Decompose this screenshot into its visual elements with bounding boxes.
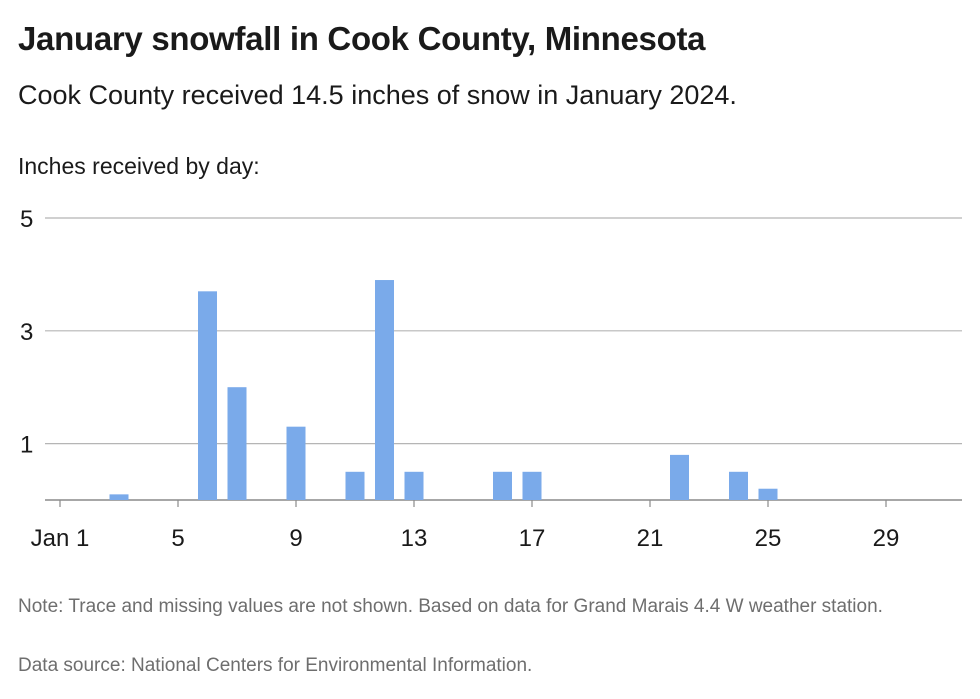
bar-day-13 [404,471,424,500]
bar-day-25 [758,488,778,500]
x-tick-label-21: 21 [637,525,664,552]
bar-day-22 [670,454,689,500]
y-tick-label-1: 1 [20,432,33,459]
bar-day-9 [286,426,306,500]
chart-title: January snowfall in Cook County, Minneso… [18,20,706,57]
x-tick-label-5: 5 [171,525,184,552]
bar-day-7 [227,387,247,500]
x-tick-label-25: 25 [755,525,782,552]
y-tick-label-5: 5 [20,206,33,233]
x-tick-label-17: 17 [519,525,546,552]
y-tick-labels: 1 3 5 [20,206,33,459]
bar-chart: 135 Jan 1 5 9 13 17 21 25 29 [20,206,962,552]
x-tick-labels: Jan 1 5 9 13 17 21 25 29 [31,525,900,552]
chart-subtitle: Cook County received 14.5 inches of snow… [18,80,737,110]
bar-day-24 [729,471,748,500]
x-tick-label-1: Jan 1 [31,525,90,552]
bar-day-3 [109,494,129,500]
x-tick-label-13: 13 [401,525,428,552]
bars [109,280,778,500]
bar-day-17 [522,471,542,500]
y-tick-label-3: 3 [20,319,33,346]
x-tick-label-29: 29 [873,525,900,552]
data-source: Data source: National Centers for Enviro… [18,655,533,676]
bar-day-16 [493,471,512,500]
x-tick-label-9: 9 [289,525,302,552]
grid-lines [45,217,962,507]
chart-note: Note: Trace and missing values are not s… [18,596,883,617]
y-axis-label: Inches received by day: [18,153,260,179]
bar-day-11 [345,471,365,500]
bar-day-12 [375,280,394,500]
bar-day-6 [198,291,217,500]
